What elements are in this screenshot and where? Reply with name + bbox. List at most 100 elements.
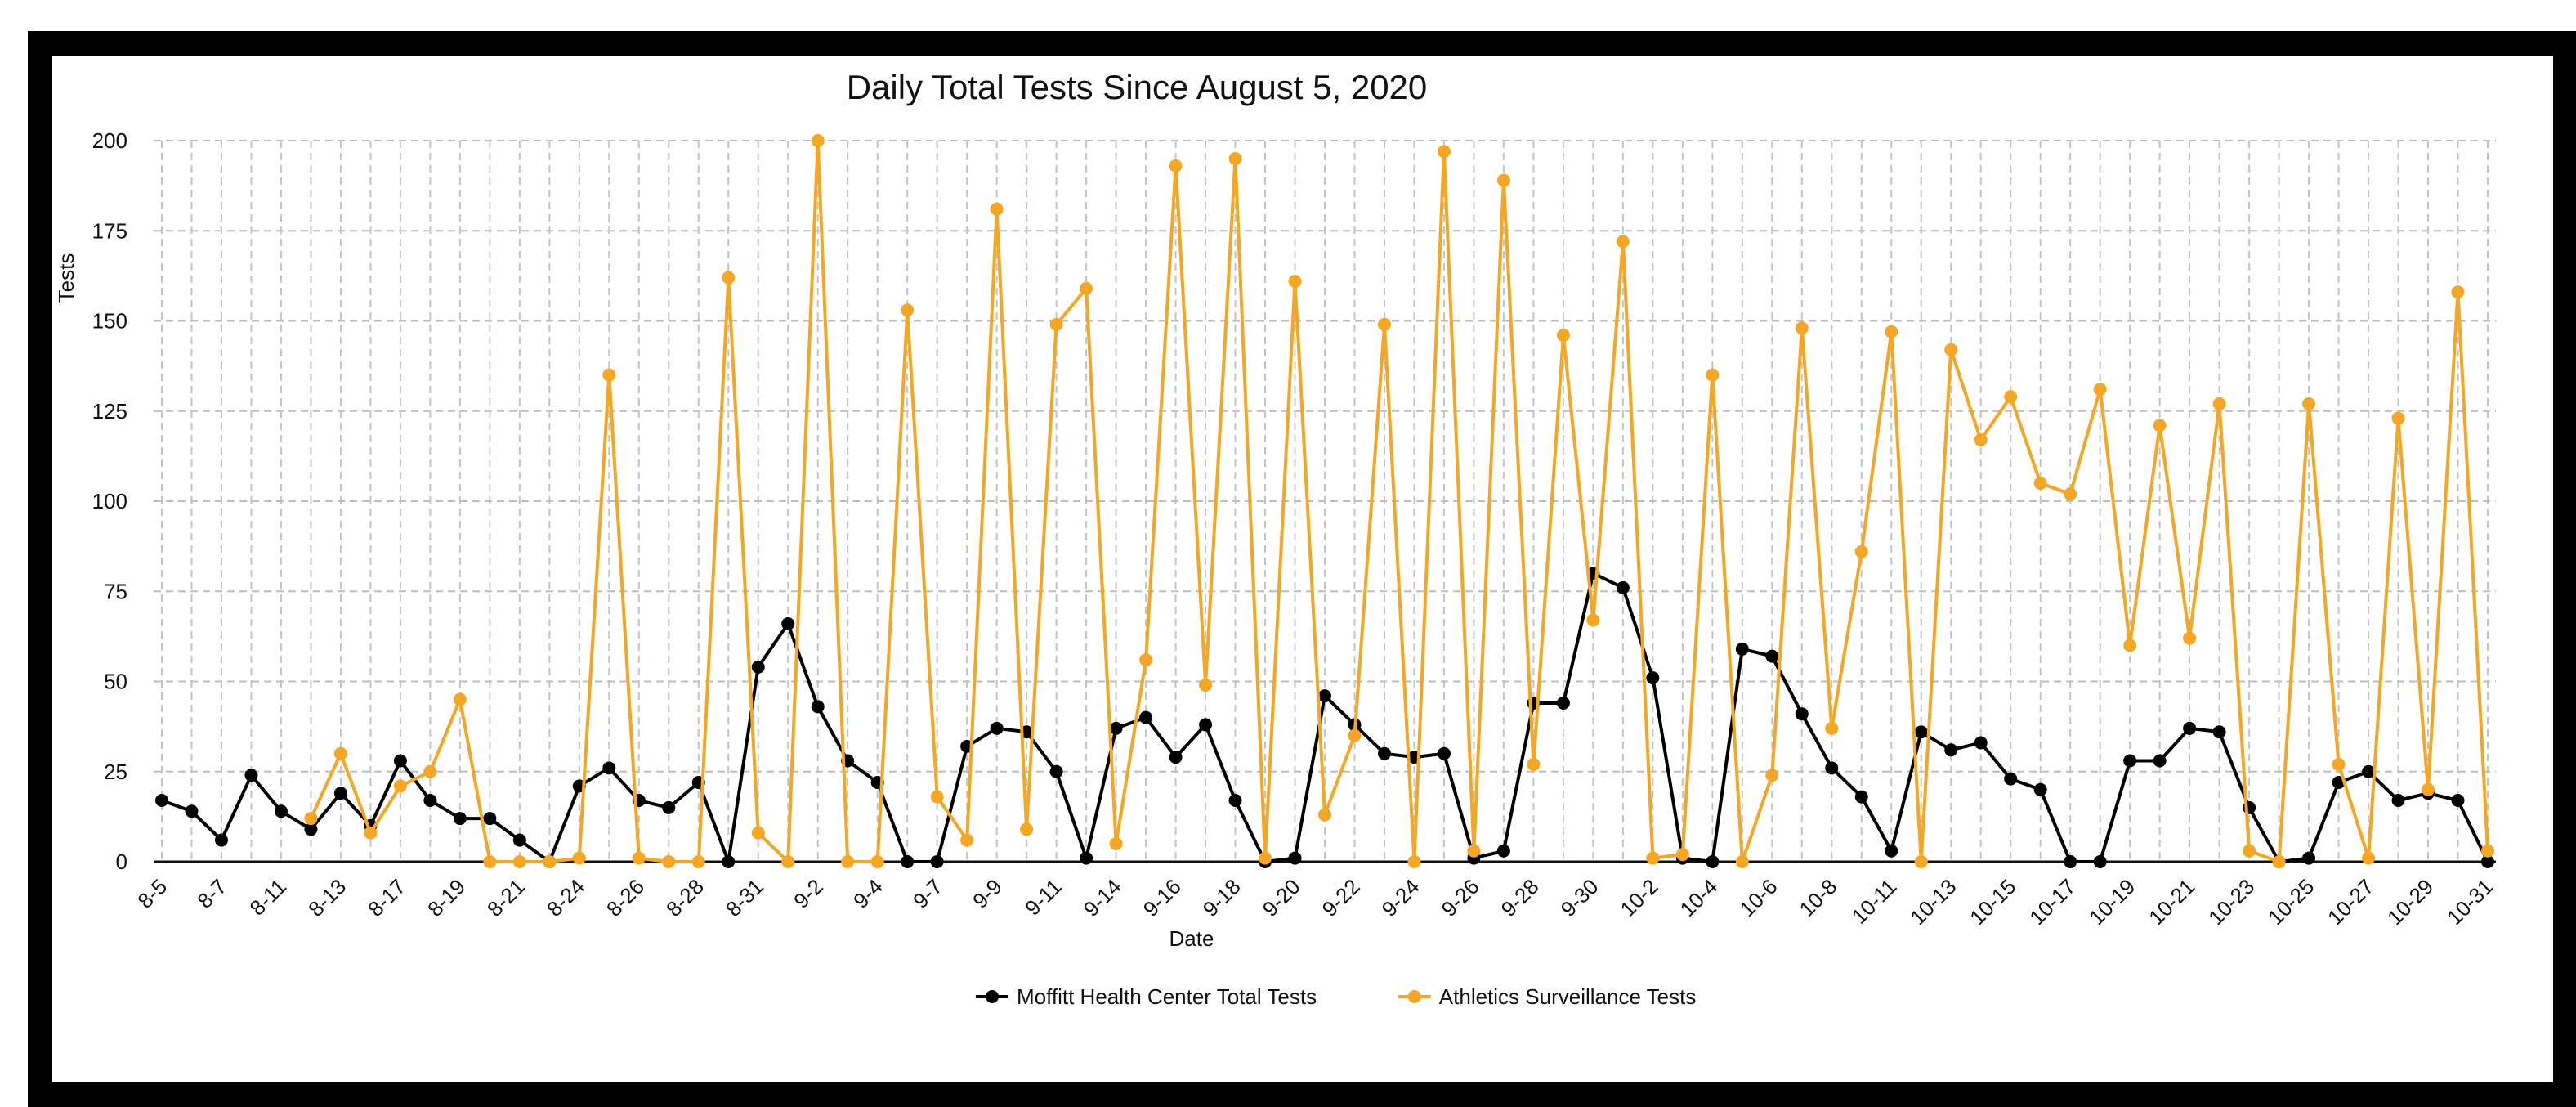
series-1-point <box>602 761 616 775</box>
series-1-point <box>1139 710 1153 724</box>
x-tick-label: 9-16 <box>1138 874 1186 921</box>
x-tick-label: 8-13 <box>303 874 351 921</box>
series-1-point <box>155 794 168 808</box>
x-tick-label: 8-24 <box>542 874 589 921</box>
series-2-point <box>1974 433 1988 447</box>
y-tick-label: 75 <box>104 579 127 603</box>
series-2-point <box>364 826 378 840</box>
series-2-point <box>2362 851 2376 865</box>
x-tick-label: 8-19 <box>423 874 470 921</box>
series-2-point <box>841 855 855 868</box>
series-2-point <box>483 855 497 868</box>
series-2-point <box>1080 281 1093 295</box>
legend: Moffitt Health Center Total Tests Athleti… <box>976 984 1696 1009</box>
series-1-point <box>1944 743 1958 757</box>
series-2-point <box>930 790 944 804</box>
legend-label: Athletics Surveillance Tests <box>1439 984 1697 1009</box>
series-1-point <box>2212 725 2226 739</box>
series-2-point <box>2153 419 2167 432</box>
series-2-point <box>1944 343 1958 356</box>
x-tick-label: 10-23 <box>2203 874 2259 930</box>
legend-swatch-marker <box>1407 990 1421 1003</box>
series-2-point <box>393 779 407 793</box>
y-tick-labels: 0 25 50 75 100 125 150 175 200 <box>92 128 127 874</box>
series-1-point <box>1496 844 1510 858</box>
y-tick-label: 175 <box>92 218 127 243</box>
series-1-point <box>1437 746 1451 760</box>
series-2-point <box>1228 152 1242 166</box>
series-2-point <box>1885 325 1898 338</box>
y-tick-label: 200 <box>92 128 127 153</box>
series-2-point <box>1765 769 1779 782</box>
series-2-point <box>2093 383 2107 397</box>
series-2-point <box>1348 728 1362 742</box>
series-2-point <box>2272 855 2286 868</box>
x-tick-label: 10-19 <box>2084 874 2140 930</box>
series-1-point <box>2093 855 2107 868</box>
x-tick-label: 10-21 <box>2144 874 2199 930</box>
series-1-point <box>1974 736 1988 750</box>
series-1-point <box>1228 794 1242 808</box>
series-2-point <box>662 855 676 868</box>
x-tick-label: 10-27 <box>2323 874 2378 930</box>
x-tick-label: 9-4 <box>848 874 888 913</box>
series-2-point <box>870 855 884 868</box>
series-2-point <box>2212 397 2226 410</box>
series-1-point <box>1706 855 1720 868</box>
x-tick-label: 9-9 <box>968 874 1007 913</box>
x-tick-label: 8-28 <box>661 874 709 921</box>
series-1-point <box>781 616 795 630</box>
series-1-point <box>2033 782 2047 796</box>
x-tick-label: 9-18 <box>1198 874 1246 921</box>
series-2-point <box>811 134 825 147</box>
series-1-point <box>1795 707 1809 721</box>
series-2-point <box>1259 851 1272 865</box>
series-1-point <box>2004 772 2018 786</box>
series-1-point <box>1169 751 1183 764</box>
x-tick-label: 9-24 <box>1377 874 1424 921</box>
x-tick-label: 9-30 <box>1556 874 1603 921</box>
series-2-point <box>423 764 437 778</box>
series-2-point <box>1795 321 1809 335</box>
series-2-point <box>1556 329 1570 343</box>
series-1-point <box>1049 764 1063 778</box>
x-axis-label: Date <box>1169 926 1214 951</box>
series-2-point <box>2123 639 2137 652</box>
x-tick-label: 10-2 <box>1616 874 1663 921</box>
y-tick-label: 0 <box>116 849 127 874</box>
series-2-point <box>2332 757 2346 771</box>
series-2-point <box>781 855 795 868</box>
series-2-point <box>2481 844 2494 858</box>
series-2-point <box>304 812 318 826</box>
series-1-point <box>1080 851 1093 865</box>
series-2-point <box>1616 235 1630 249</box>
series-2-point <box>1586 613 1600 627</box>
x-tick-label: 10-31 <box>2442 874 2498 930</box>
grid-lines <box>154 140 2496 862</box>
x-tick-label: 8-7 <box>192 874 231 913</box>
x-tick-label: 8-26 <box>602 874 649 921</box>
series-2-point <box>960 833 974 847</box>
series-1-point <box>1885 844 1898 858</box>
series-2-point <box>722 271 736 285</box>
series-1-point <box>274 804 288 818</box>
series-2-point <box>2451 285 2465 299</box>
x-tick-label: 9-11 <box>1020 874 1067 921</box>
series-2-point <box>1646 851 1660 865</box>
x-tick-label: 10-17 <box>2024 874 2080 930</box>
series-1-point <box>2451 794 2465 808</box>
series-2-point <box>990 202 1004 216</box>
x-tick-label: 8-5 <box>132 874 172 913</box>
series-1-point <box>1914 725 1928 739</box>
series-1-point <box>751 660 765 674</box>
series-1-point <box>1765 649 1779 663</box>
series-2-point <box>602 368 616 382</box>
x-tick-label: 10-8 <box>1795 874 1842 921</box>
series-1-point <box>2123 754 2137 768</box>
series-1-point <box>2302 851 2316 865</box>
series-1-point <box>662 800 676 814</box>
series-1-point <box>512 833 526 847</box>
series-2-point <box>2064 487 2077 501</box>
series-1-point <box>304 822 318 836</box>
series-1-point <box>1825 761 1839 775</box>
